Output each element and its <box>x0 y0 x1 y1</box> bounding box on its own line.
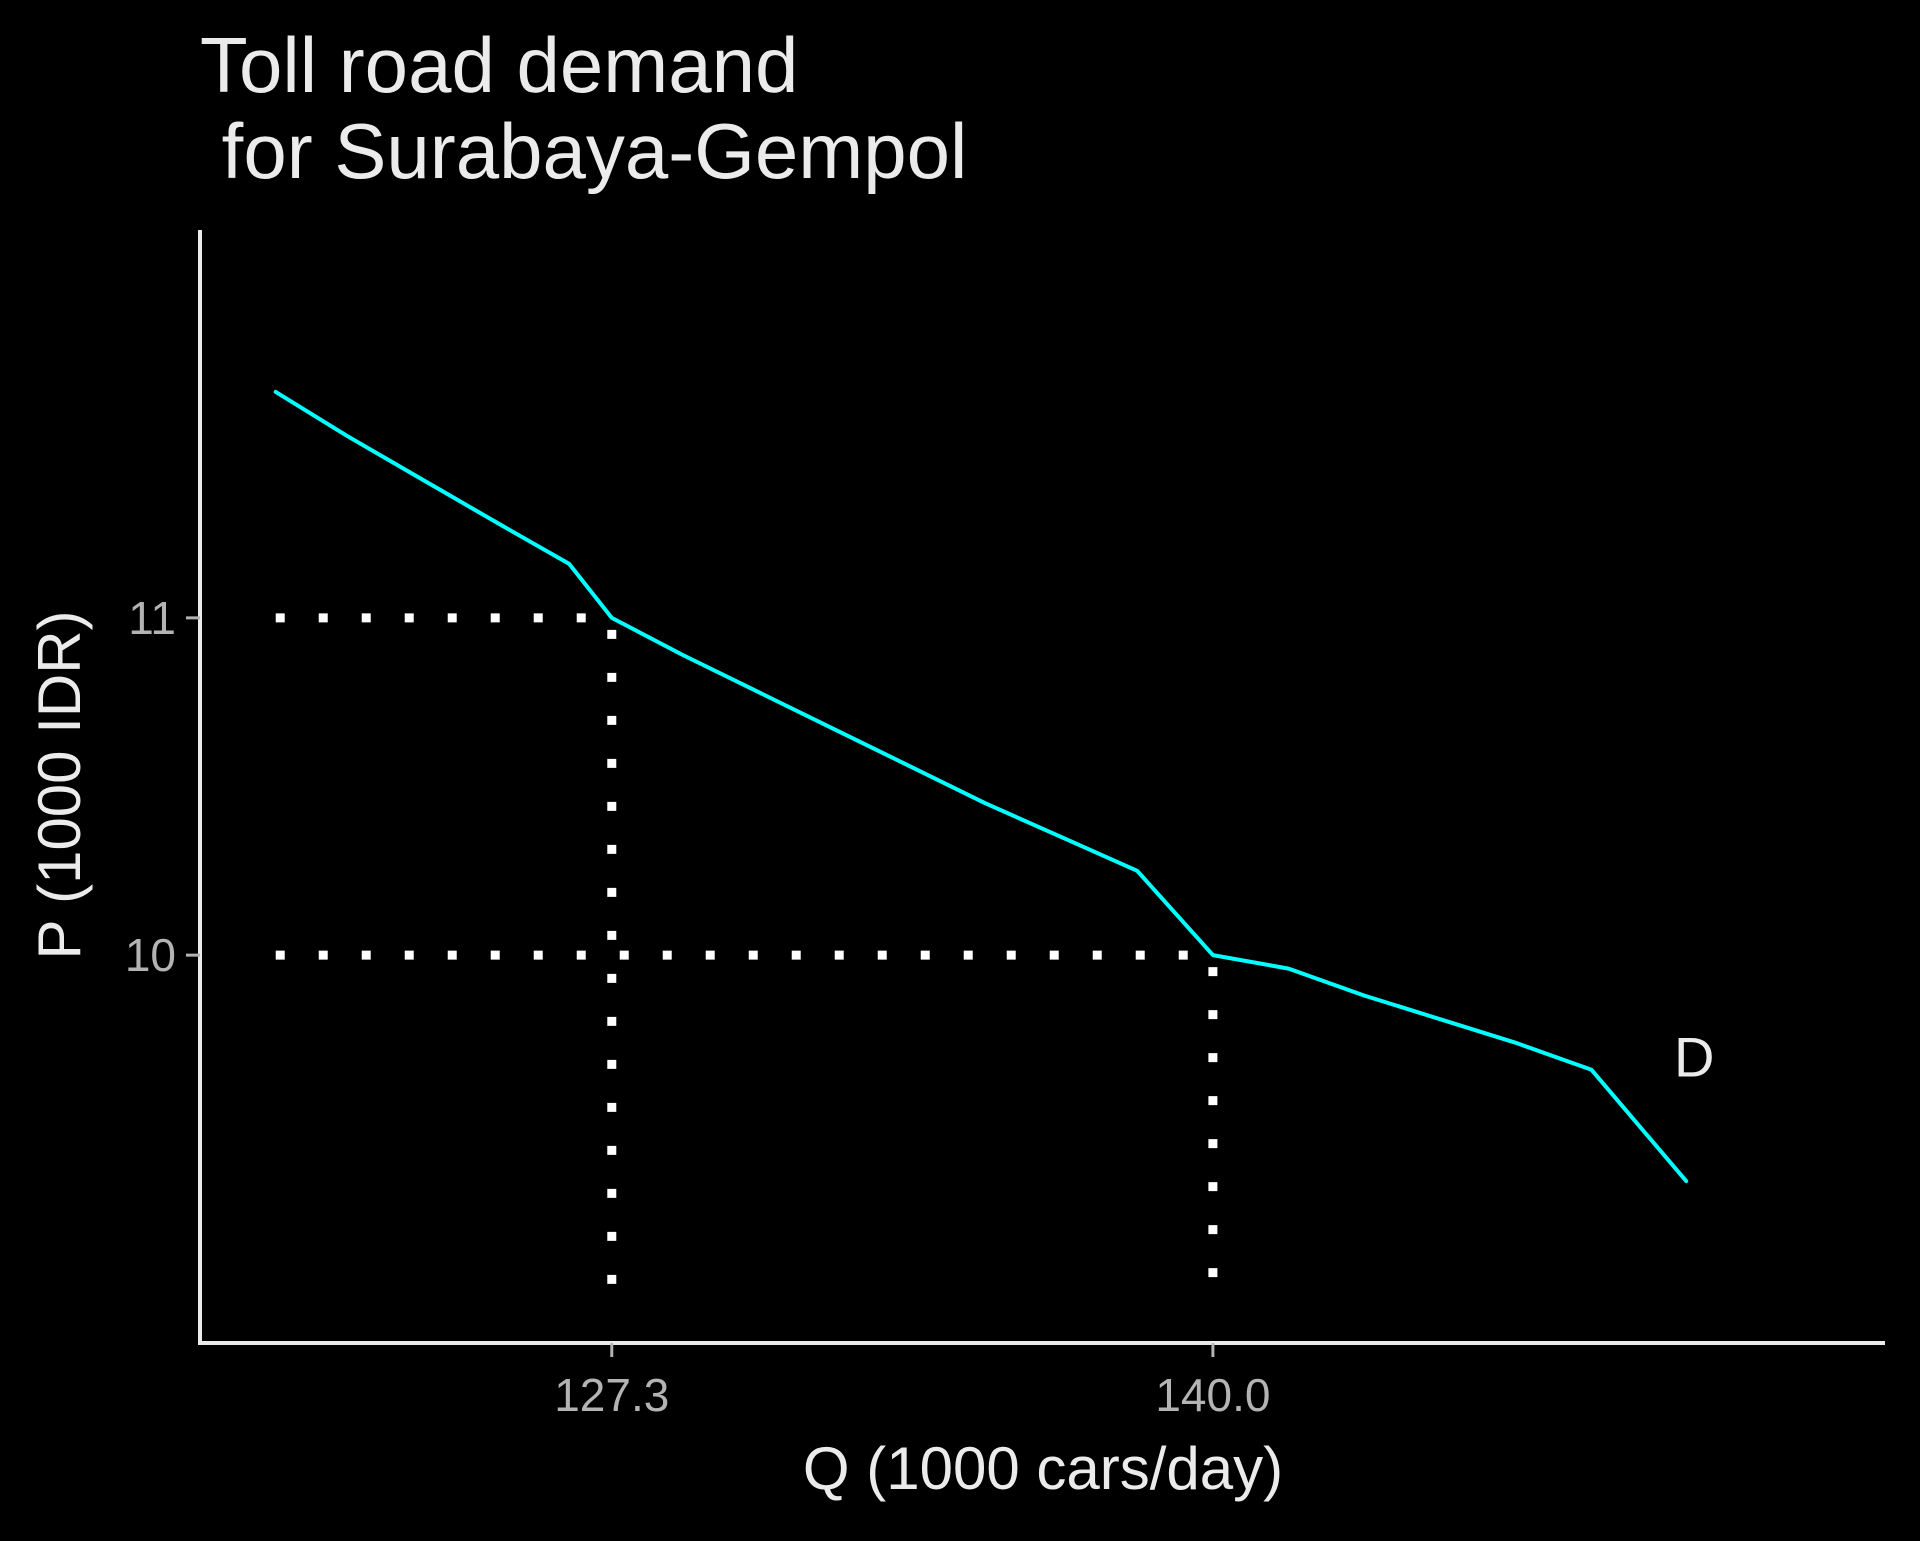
axes <box>198 230 1885 1345</box>
reference-lines <box>275 613 1218 1290</box>
demand-curve-line <box>273 389 1689 1184</box>
chart-title: Toll road demand <box>200 21 798 109</box>
x-axis-title: Q (1000 cars/day) <box>803 1435 1283 1502</box>
ticks: 127.3 140.0 11 10 <box>125 592 1271 1421</box>
y-tick-label: 10 <box>125 929 176 981</box>
x-tick-label: 127.3 <box>554 1369 669 1421</box>
y-axis-title: P (1000 IDR) <box>26 610 93 959</box>
demand-curve-label: D <box>1674 1025 1714 1088</box>
x-tick-label: 140.0 <box>1155 1369 1270 1421</box>
y-tick-label: 11 <box>128 592 176 644</box>
chart-subtitle: for Surabaya-Gempol <box>200 107 967 195</box>
demand-curve-layer <box>273 389 1689 1184</box>
